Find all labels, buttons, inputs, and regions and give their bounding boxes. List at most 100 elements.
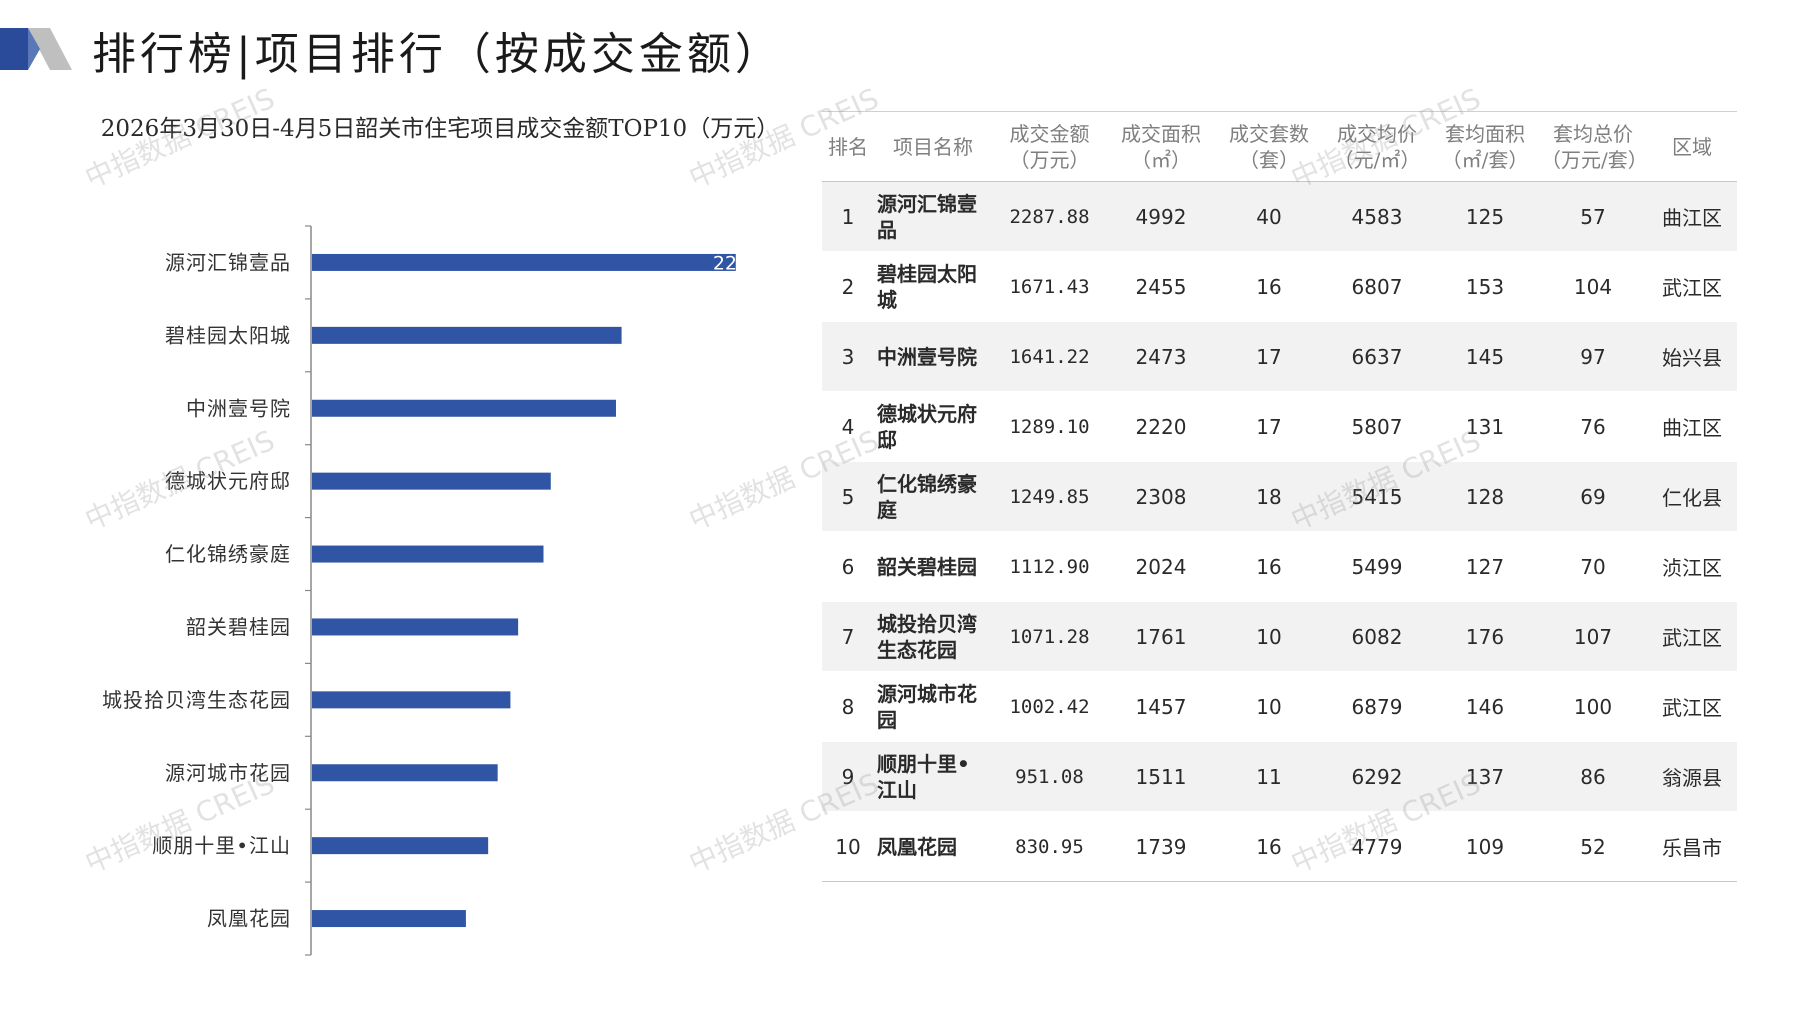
- table-row: 9 顺朋十里•江山 951.08 1511 11 6292 137 86 翁源县: [822, 741, 1737, 812]
- bar: [312, 253, 736, 271]
- column-header: 项目名称: [874, 111, 992, 182]
- cell-district: 乐昌市: [1647, 811, 1737, 882]
- column-header-unit: （元/㎡）: [1333, 147, 1421, 172]
- category-label: 源河城市花园: [165, 761, 291, 785]
- column-header: 成交均价 （元/㎡）: [1323, 111, 1431, 182]
- table-header-row: 排名 项目名称 成交金额 （万元） 成交面积 （㎡） 成交套数 （套） 成交均价 （元/㎡） 套均面…: [822, 111, 1737, 182]
- cell-area: 4992: [1107, 181, 1215, 252]
- cell-amount: 1671.43: [992, 251, 1107, 322]
- cell-avg-area: 127: [1431, 531, 1539, 602]
- bar: [312, 326, 622, 344]
- cell-name: 源河汇锦壹品: [874, 181, 992, 252]
- cell-area: 1511: [1107, 741, 1215, 812]
- data-label: 22: [713, 252, 737, 274]
- cell-units: 10: [1215, 601, 1323, 672]
- cell-district: 曲江区: [1647, 391, 1737, 462]
- cell-rank: 2: [822, 251, 874, 322]
- cell-amount: 951.08: [992, 741, 1107, 812]
- column-header-label: 成交均价: [1337, 121, 1417, 146]
- cell-rank: 9: [822, 741, 874, 812]
- table-row: 8 源河城市花园 1002.42 1457 10 6879 146 100 武江区: [822, 671, 1737, 742]
- cell-name: 源河城市花园: [874, 671, 992, 742]
- cell-name: 碧桂园太阳城: [874, 251, 992, 322]
- column-header: 套均面积 （㎡/套）: [1431, 111, 1539, 182]
- category-label: 源河汇锦壹品: [165, 250, 291, 274]
- column-header-label: 套均面积: [1445, 121, 1525, 146]
- column-header-unit: （万元/套）: [1541, 147, 1648, 172]
- cell-avg-price: 4583: [1323, 181, 1431, 252]
- cell-avg-total: 69: [1539, 461, 1647, 532]
- bar-chart: 源河汇锦壹品 22 碧桂园太阳城中洲壹号院德城状元府邸仁化锦绣豪庭韶关碧桂园城投拾贝…: [102, 225, 737, 956]
- cell-area: 1739: [1107, 811, 1215, 882]
- cell-area: 2220: [1107, 391, 1215, 462]
- cell-name: 韶关碧桂园: [874, 531, 992, 602]
- cell-units: 17: [1215, 391, 1323, 462]
- cell-amount: 1002.42: [992, 671, 1107, 742]
- cell-name: 中洲壹号院: [874, 321, 992, 392]
- cell-area: 1761: [1107, 601, 1215, 672]
- category-label: 仁化锦绣豪庭: [165, 542, 291, 566]
- cell-name: 德城状元府邸: [874, 391, 992, 462]
- column-header: 套均总价 （万元/套）: [1539, 111, 1648, 182]
- cell-name: 仁化锦绣豪庭: [874, 461, 992, 532]
- cell-avg-price: 5499: [1323, 531, 1431, 602]
- page-title: 排行榜|项目排行（按成交金额）: [92, 29, 783, 80]
- column-header-label: 套均总价: [1553, 121, 1633, 146]
- chart-title: 2026年3月30日-4月5日韶关市住宅项目成交金额TOP10（万元）: [100, 116, 780, 142]
- column-header: 成交金额 （万元）: [992, 111, 1107, 182]
- cell-avg-total: 70: [1539, 531, 1647, 602]
- cell-units: 10: [1215, 671, 1323, 742]
- ranking-table: 排名 项目名称 成交金额 （万元） 成交面积 （㎡） 成交套数 （套） 成交均价 （元/㎡） 套均面…: [822, 111, 1737, 882]
- cell-rank: 6: [822, 531, 874, 602]
- column-header-unit: （套）: [1239, 147, 1299, 172]
- column-header: 成交面积 （㎡）: [1107, 111, 1215, 182]
- cell-avg-total: 100: [1539, 671, 1647, 742]
- column-header-label: 排名: [828, 134, 868, 159]
- cell-units: 18: [1215, 461, 1323, 532]
- column-header-unit: （㎡/套）: [1441, 147, 1529, 172]
- cell-avg-total: 57: [1539, 181, 1647, 252]
- cell-rank: 10: [822, 811, 874, 882]
- column-header-label: 成交金额: [1009, 121, 1090, 146]
- table-row: 7 城投拾贝湾生态花园 1071.28 1761 10 6082 176 107 武江区: [822, 601, 1737, 672]
- cell-district: 翁源县: [1647, 741, 1737, 812]
- cell-rank: 5: [822, 461, 874, 532]
- cell-avg-price: 4779: [1323, 811, 1431, 882]
- cell-district: 武江区: [1647, 671, 1737, 742]
- cell-amount: 1289.10: [992, 391, 1107, 462]
- cell-avg-price: 5415: [1323, 461, 1431, 532]
- cell-district: 始兴县: [1647, 321, 1737, 392]
- cell-amount: 830.95: [992, 811, 1107, 882]
- cell-avg-area: 125: [1431, 181, 1539, 252]
- cell-name: 顺朋十里•江山: [874, 741, 992, 812]
- brand-logo: [0, 28, 72, 70]
- cell-amount: 1112.90: [992, 531, 1107, 602]
- cell-amount: 1249.85: [992, 461, 1107, 532]
- table-row: 6 韶关碧桂园 1112.90 2024 16 5499 127 70 浈江区: [822, 531, 1737, 602]
- column-header-label: 成交套数: [1229, 121, 1309, 146]
- bar: [312, 691, 511, 709]
- column-header: 成交套数 （套）: [1215, 111, 1323, 182]
- bar: [312, 545, 544, 563]
- table-row: 5 仁化锦绣豪庭 1249.85 2308 18 5415 128 69 仁化县: [822, 461, 1737, 532]
- cell-avg-price: 6879: [1323, 671, 1431, 742]
- table-row: 3 中洲壹号院 1641.22 2473 17 6637 145 97 始兴县: [822, 321, 1737, 392]
- cell-units: 17: [1215, 321, 1323, 392]
- cell-avg-price: 6807: [1323, 251, 1431, 322]
- cell-avg-area: 131: [1431, 391, 1539, 462]
- cell-avg-area: 109: [1431, 811, 1539, 882]
- table-body: 1 源河汇锦壹品 2287.88 4992 40 4583 125 57 曲江区 2 碧桂园太阳城 1…: [822, 181, 1737, 882]
- cell-district: 武江区: [1647, 601, 1737, 672]
- bar: [312, 837, 489, 855]
- cell-amount: 2287.88: [992, 181, 1107, 252]
- cell-area: 2455: [1107, 251, 1215, 322]
- bar: [312, 764, 498, 782]
- cell-avg-area: 145: [1431, 321, 1539, 392]
- category-label: 城投拾贝湾生态花园: [102, 688, 291, 712]
- cell-district: 曲江区: [1647, 181, 1737, 252]
- column-header-label: 项目名称: [893, 134, 973, 159]
- cell-district: 仁化县: [1647, 461, 1737, 532]
- cell-rank: 1: [822, 181, 874, 252]
- category-label: 碧桂园太阳城: [165, 323, 291, 347]
- table-row: 1 源河汇锦壹品 2287.88 4992 40 4583 125 57 曲江区: [822, 181, 1737, 252]
